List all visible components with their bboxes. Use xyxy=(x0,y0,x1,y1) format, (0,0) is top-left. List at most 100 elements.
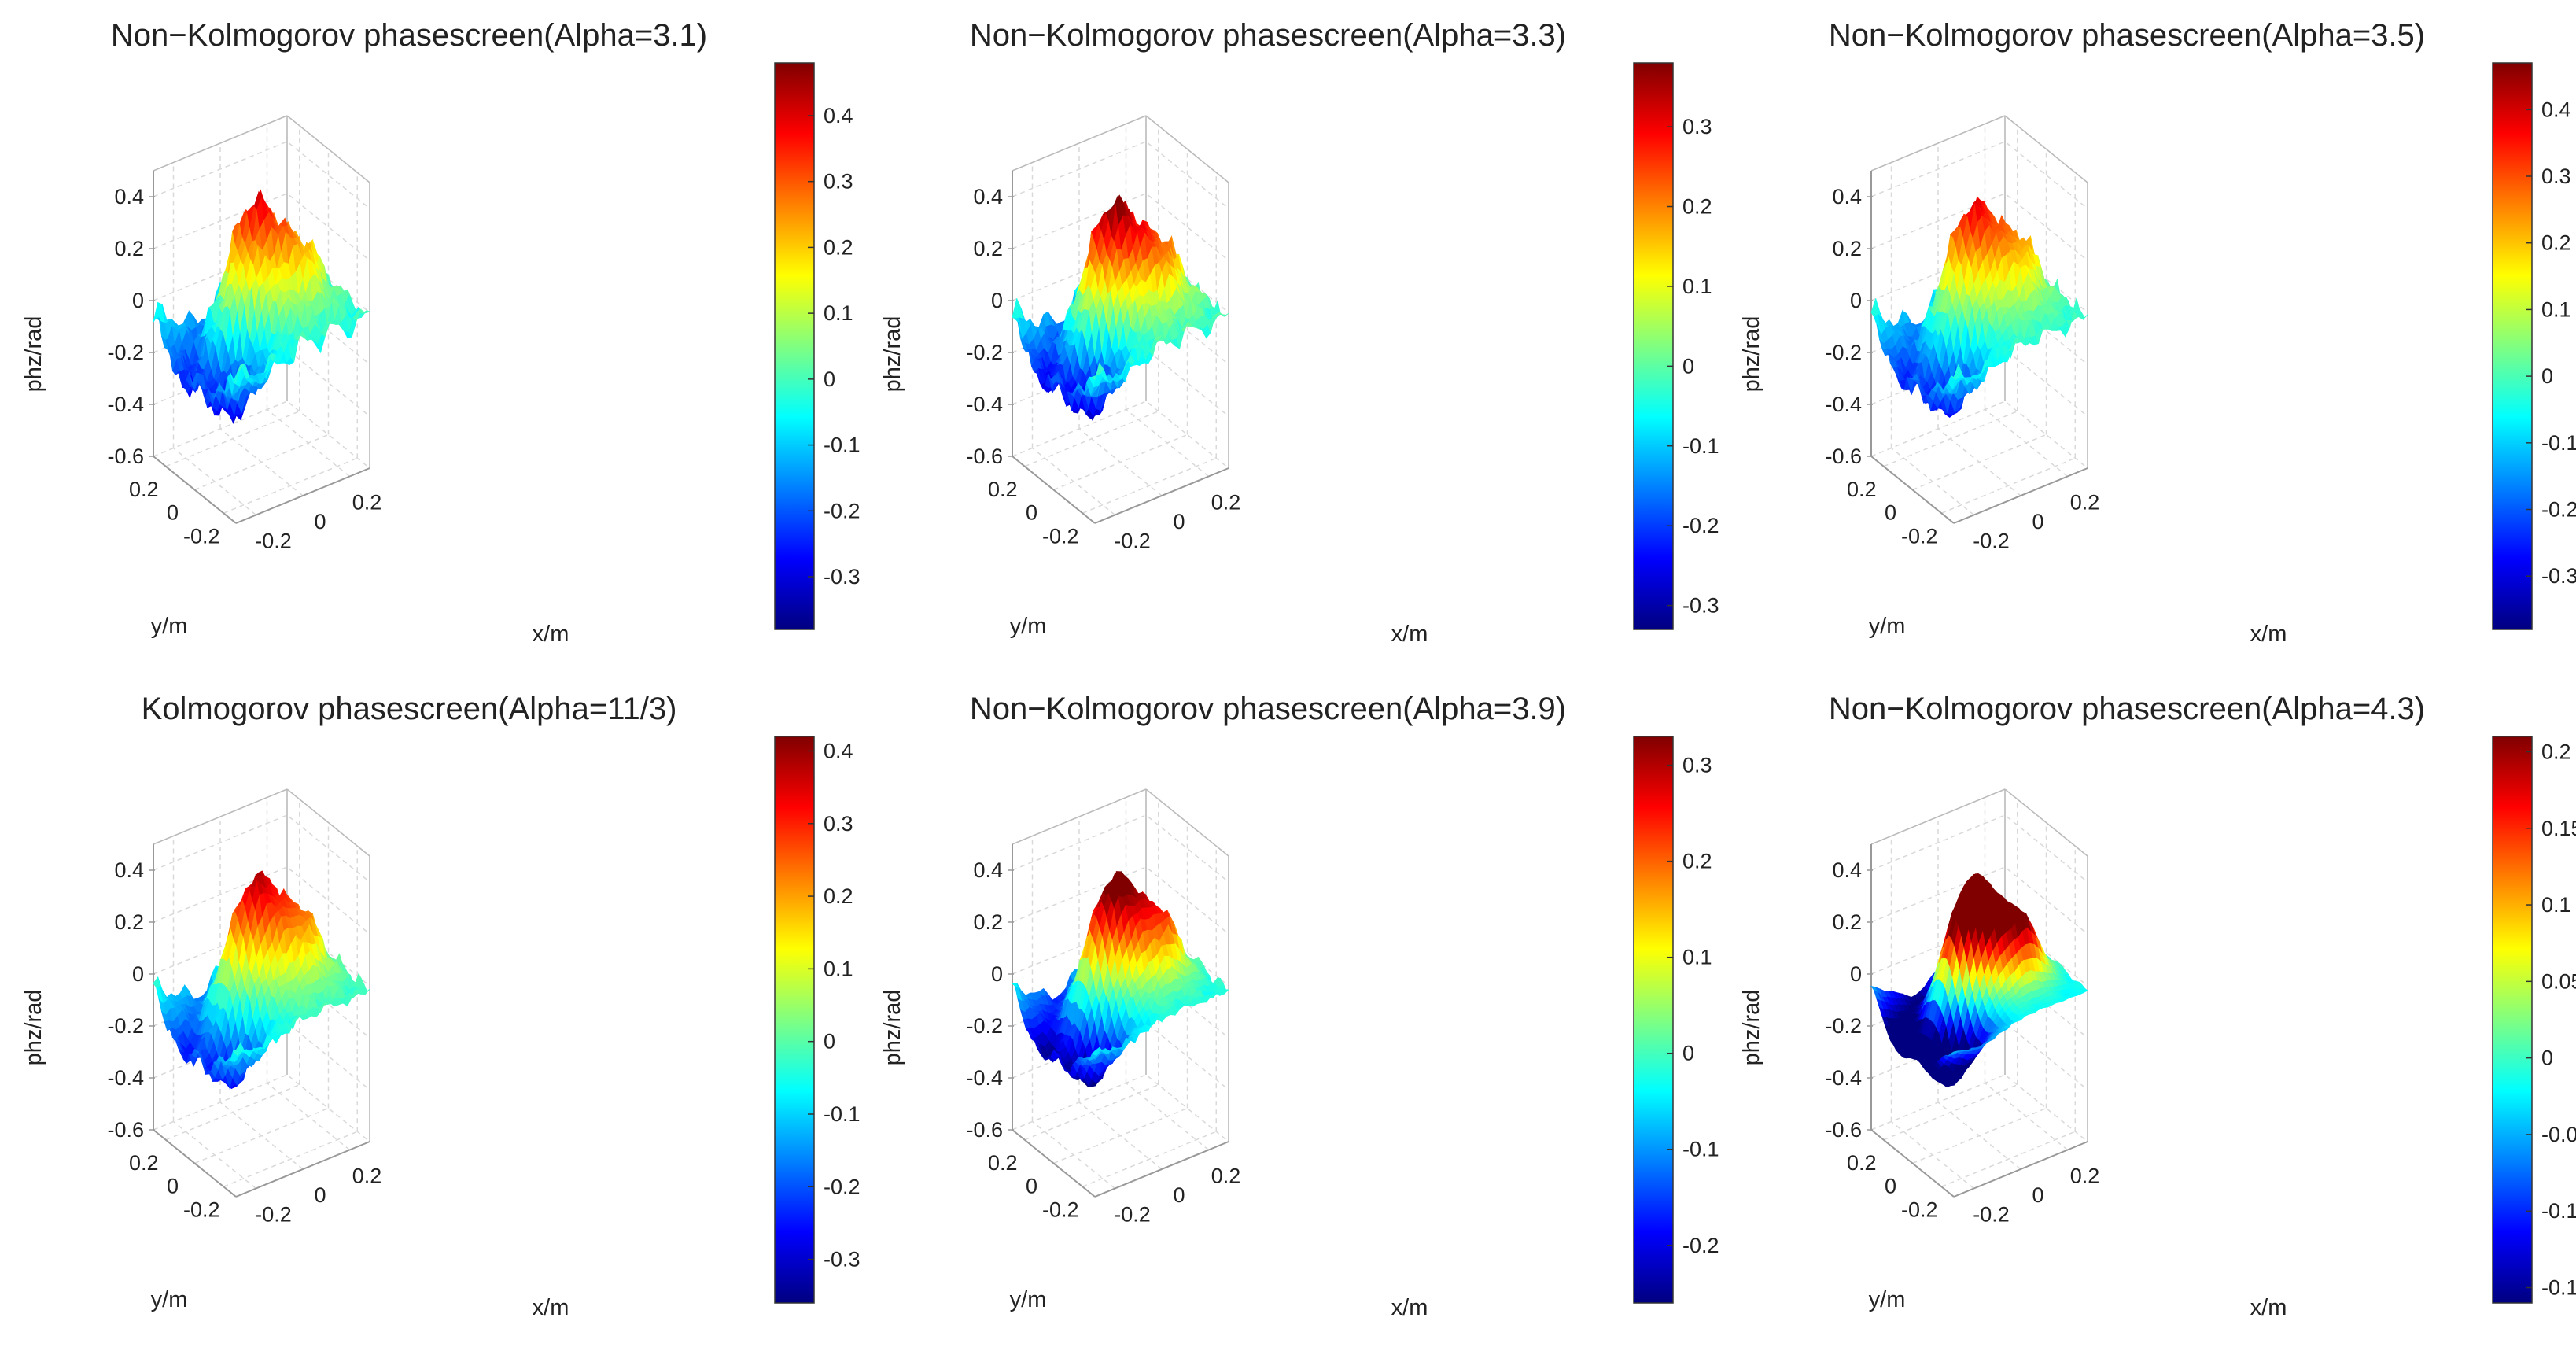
y-tick-label: 0 xyxy=(1885,501,1896,525)
floor-gridline xyxy=(1985,408,2068,478)
floor-gridline xyxy=(1053,434,1188,491)
x-axis-label: x/m xyxy=(1391,1295,1428,1320)
x-axis-line xyxy=(1094,467,1229,524)
y-axis-line xyxy=(153,1129,237,1198)
z-tick-label: -0.6 xyxy=(966,1118,1003,1142)
box-edge xyxy=(153,788,288,845)
colorbar-tick-label: -0.1 xyxy=(824,434,861,457)
colorbar-gradient xyxy=(1633,62,1674,630)
phasescreen-chart-2: Non−Kolmogorov phasescreen(Alpha=3.3)0.4… xyxy=(880,18,1719,647)
floor-gridline xyxy=(1126,1082,1209,1151)
z-tick-label: -0.6 xyxy=(1825,445,1862,468)
y-tick-label: 0 xyxy=(1026,501,1037,525)
colorbar-tick-label: 0.1 xyxy=(1682,946,1712,969)
box-edge xyxy=(2004,788,2088,857)
colorbar: 0.40.30.20.10-0.1-0.2-0.3 xyxy=(774,62,861,630)
z-tick-label: -0.6 xyxy=(107,445,144,468)
colorbar-tick-label: 0.4 xyxy=(824,739,853,762)
z-tick-label: 0.4 xyxy=(114,185,144,209)
colorbar-tick-label: 0 xyxy=(1682,1042,1694,1065)
z-tick-label: 0.2 xyxy=(973,910,1003,934)
z-tick-label: 0.2 xyxy=(1832,237,1862,260)
y-axis-label: y/m xyxy=(1869,614,1906,639)
colorbar: 0.30.20.10-0.1-0.2-0.3 xyxy=(1633,62,1719,630)
z-tick-label: -0.2 xyxy=(966,1014,1003,1038)
colorbar: 0.40.30.20.10-0.1-0.2-0.3 xyxy=(774,736,861,1304)
y-tick-label: 0.2 xyxy=(129,1151,159,1175)
floor-gridline xyxy=(1024,411,1159,467)
y-tick-label: -0.2 xyxy=(183,524,220,548)
y-tick-label: -0.2 xyxy=(183,1198,220,1221)
phasescreen-chart-1: Non−Kolmogorov phasescreen(Alpha=3.1) 0.4… xyxy=(21,18,861,647)
colorbar-tick-label: 0.2 xyxy=(1682,850,1712,873)
phasescreen-panel-1: Non−Kolmogorov phasescreen(Alpha=3.1) 0.4… xyxy=(0,0,861,674)
z-tick-label: 0 xyxy=(132,289,144,312)
surface-patch xyxy=(2080,314,2088,320)
y-tick-label: 0 xyxy=(167,1175,179,1198)
colorbar-tick-label: -0.3 xyxy=(824,1248,861,1271)
phasescreen-panel-4: Kolmogorov phasescreen(Alpha=11/3) 0.4 0.2… xyxy=(0,674,861,1347)
y-axis-label: y/m xyxy=(151,1287,188,1312)
x-tick-label: 0.2 xyxy=(2070,491,2100,515)
colorbar-tick-label: -0.2 xyxy=(2541,498,2576,522)
chart-title: Non−Kolmogorov phasescreen(Alpha=3.1) xyxy=(111,18,707,53)
y-tick-label: -0.2 xyxy=(1042,524,1079,548)
colorbar-tick-label: -0.1 xyxy=(1682,434,1719,458)
y-axis-line xyxy=(1870,1129,1955,1198)
z-tick-label: -0.4 xyxy=(107,393,144,416)
floor-gridline xyxy=(1940,457,2076,514)
z-tick-label: 0.2 xyxy=(114,910,144,934)
z-axis-label: phz/rad xyxy=(880,990,905,1066)
surface-patch xyxy=(362,310,371,314)
floor-gridline xyxy=(1082,1131,1217,1187)
phasescreen-chart-3: Non−Kolmogorov phasescreen(Alpha=3.5)0.4… xyxy=(1739,18,2576,647)
colorbar-gradient xyxy=(774,62,815,630)
z-tick-label: -0.6 xyxy=(966,445,1003,468)
colorbar-tick-label: 0.2 xyxy=(824,884,853,908)
colorbar-tick-label: 0.1 xyxy=(2541,297,2571,321)
z-axis-label: phz/rad xyxy=(21,316,46,393)
floor-gridline xyxy=(1940,1131,2076,1187)
colorbar-tick-label: 0 xyxy=(2541,364,2553,388)
y-tick-label: -0.2 xyxy=(1901,524,1938,548)
x-axis-line xyxy=(235,1141,370,1198)
colorbar-gradient xyxy=(2492,62,2533,630)
x-tick-label: 0 xyxy=(1173,1183,1185,1207)
floor-gridline xyxy=(1912,1107,2047,1164)
box-edge xyxy=(1012,115,1147,172)
y-tick-label: 0 xyxy=(167,501,179,525)
floor-gridline xyxy=(1883,411,2018,467)
z-tick-label: 0.4 xyxy=(973,858,1003,882)
colorbar-tick-label: -0.1 xyxy=(1682,1138,1719,1161)
x-tick-label: -0.2 xyxy=(255,530,292,553)
phasescreen-panel-3: Non−Kolmogorov phasescreen(Alpha=3.5) 0.4… xyxy=(1718,0,2576,674)
z-tick-label: 0 xyxy=(132,962,144,986)
floor-gridline xyxy=(165,411,300,467)
floor-gridline xyxy=(194,434,329,491)
floor-gridline xyxy=(1126,408,1209,478)
phasescreen-chart-6: Non−Kolmogorov phasescreen(Alpha=4.3)0.4… xyxy=(1739,692,2576,1320)
x-axis-label: x/m xyxy=(2250,622,2287,647)
floor-gridline xyxy=(165,1084,300,1141)
colorbar: 0.30.20.10-0.1-0.2 xyxy=(1633,736,1719,1304)
floor-gridline xyxy=(1053,1107,1188,1164)
floor-gridline xyxy=(194,1107,329,1164)
colorbar-tick-label: -0.1 xyxy=(824,1102,861,1126)
colorbar-tick-label: 0.2 xyxy=(824,235,853,259)
chart-title: Non−Kolmogorov phasescreen(Alpha=4.3) xyxy=(1829,692,2425,726)
x-tick-label: -0.2 xyxy=(1973,530,2010,553)
x-tick-label: 0.2 xyxy=(1211,491,1241,515)
x-tick-label: 0 xyxy=(1173,510,1185,533)
surface-patch xyxy=(1221,312,1229,317)
x-tick-label: 0.2 xyxy=(352,1164,382,1188)
y-tick-label: 0.2 xyxy=(129,478,159,501)
phasescreen-panel-2: Non−Kolmogorov phasescreen(Alpha=3.3) 0.4… xyxy=(859,0,1719,674)
z-tick-label: -0.4 xyxy=(966,1066,1003,1090)
z-tick-label: 0.2 xyxy=(973,237,1003,260)
surface-patch xyxy=(1221,987,1229,995)
phase-surface xyxy=(153,870,370,1090)
box-edge xyxy=(1145,788,1229,857)
y-tick-label: 0.2 xyxy=(988,1151,1018,1175)
floor-gridline xyxy=(1024,1084,1159,1141)
x-tick-label: -0.2 xyxy=(1114,1203,1151,1227)
